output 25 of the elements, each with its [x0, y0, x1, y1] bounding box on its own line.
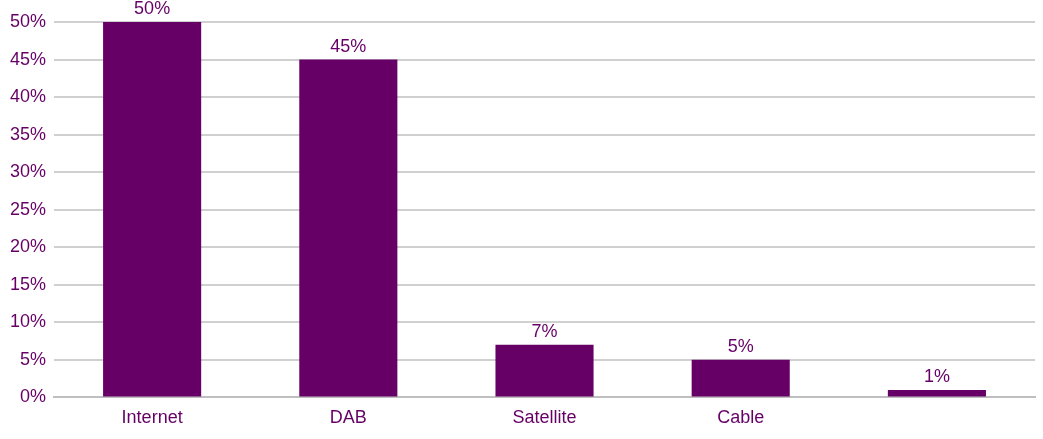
x-tick-label: DAB	[329, 407, 367, 428]
y-tick-label: 0%	[20, 386, 47, 407]
bar	[103, 22, 202, 397]
y-tick-label: 50%	[10, 10, 47, 31]
y-tick-label: 15%	[10, 273, 47, 294]
y-tick-label: 5%	[20, 348, 47, 369]
y-tick-label: 30%	[10, 161, 47, 182]
x-tick-label: Satellite	[512, 407, 577, 428]
y-tick-label: 45%	[10, 48, 47, 69]
data-label: 45%	[330, 35, 367, 56]
bar	[887, 389, 986, 397]
x-tick-label: Internet	[121, 407, 183, 428]
data-label: 7%	[531, 320, 558, 341]
y-tick-label: 10%	[10, 311, 47, 332]
y-tick-label: 40%	[10, 86, 47, 107]
bar	[691, 359, 790, 397]
bar	[299, 59, 398, 397]
data-label: 5%	[727, 335, 754, 356]
bar	[495, 344, 594, 397]
x-tick-label: Cable	[717, 407, 765, 428]
y-tick-label: 35%	[10, 123, 47, 144]
y-tick-label: 20%	[10, 236, 47, 257]
data-label: 1%	[923, 365, 950, 386]
y-tick-label: 25%	[10, 198, 47, 219]
data-label: 50%	[134, 0, 171, 18]
